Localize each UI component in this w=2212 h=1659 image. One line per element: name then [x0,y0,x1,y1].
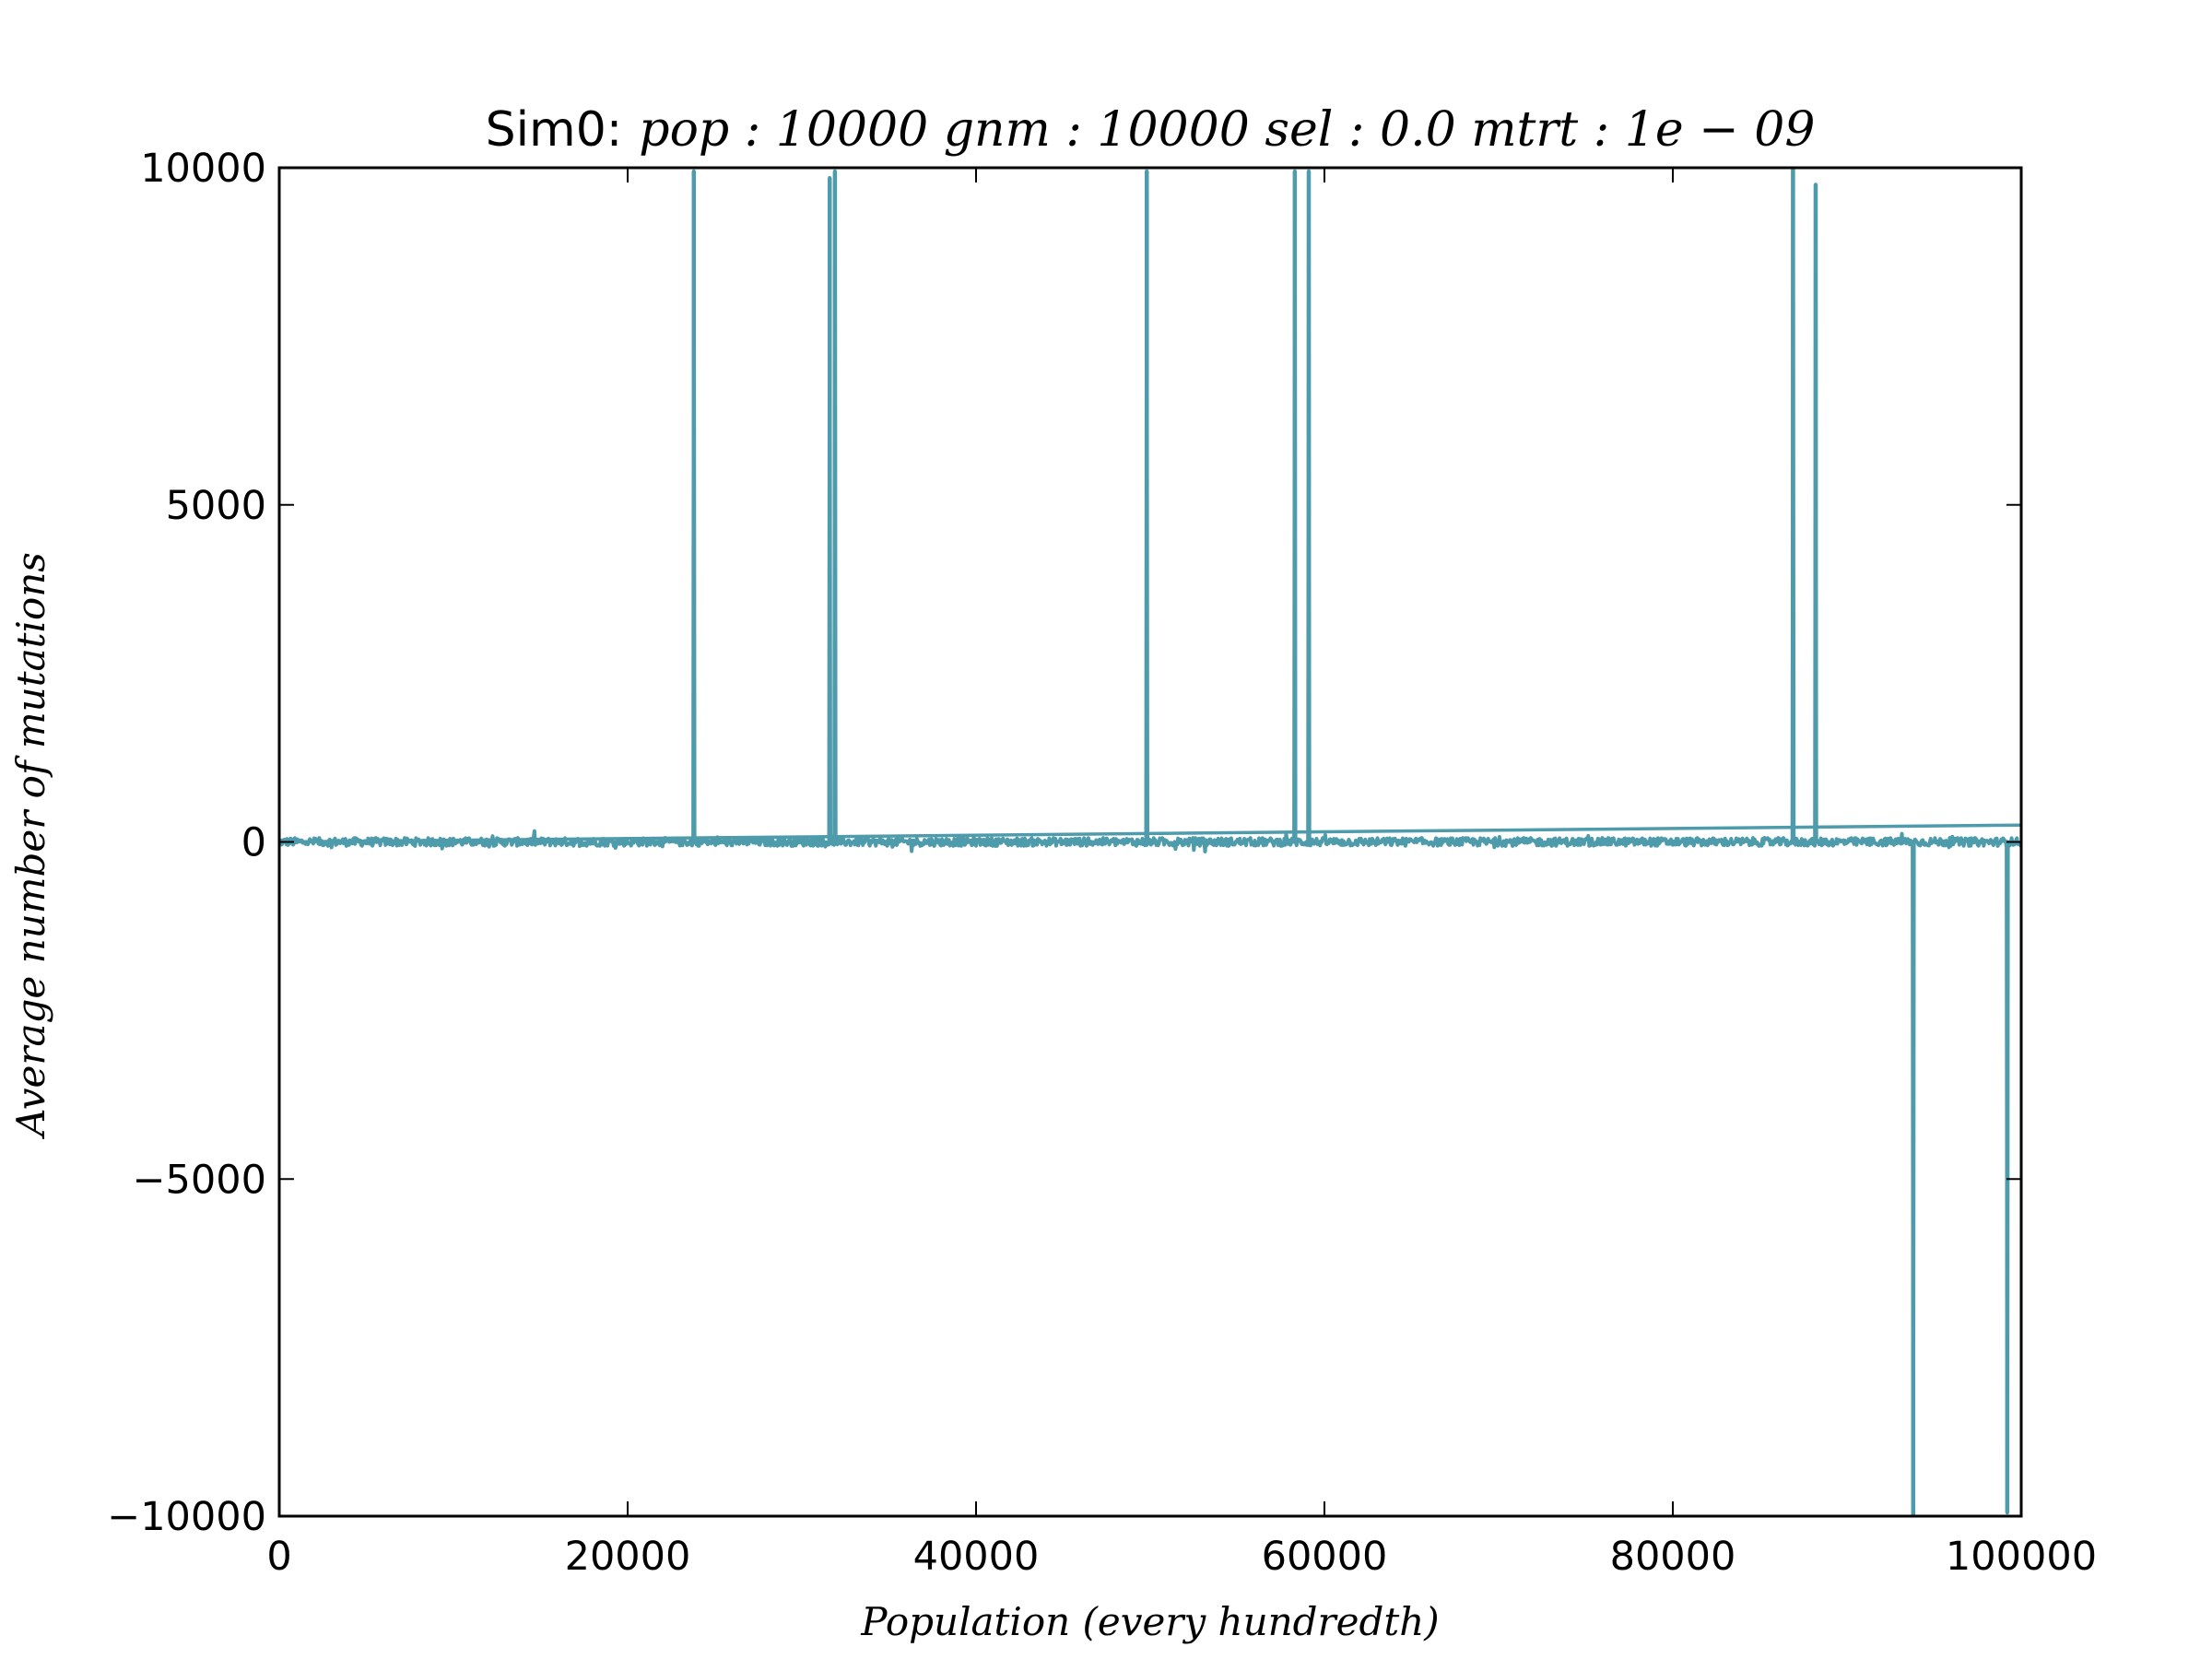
x-tick-label-4: 80000 [1610,1534,1736,1580]
x-tick-label-3: 60000 [1262,1534,1388,1580]
x-tick-label-1: 20000 [565,1534,691,1580]
series-line-0 [279,168,2021,1516]
x-tick-label-2: 40000 [913,1534,1040,1580]
axes-layer: 0 20000 40000 60000 80000 100000 10000 5000 0 −50… [107,146,2097,1580]
chart-title-parameters: pop : 10000 gnm : 10000 sel : 0.0 mtrt :… [639,102,1815,158]
chart-title: Sim0: pop : 10000 gnm : 10000 sel : 0.0 … [486,102,1816,158]
y-tick-label-0: 10000 [140,146,266,192]
chart-title-prefix: Sim0: [486,102,623,158]
y-tick-label-3: −5000 [133,1157,266,1203]
y-tick-label-2: 0 [241,820,266,866]
y-tick-label-1: 5000 [166,483,266,529]
x-tick-label-0: 0 [266,1534,291,1580]
y-axis-label: Average number of mutations [8,552,53,1140]
x-tick-label-5: 100000 [1946,1534,2097,1580]
trend-line-0 [279,823,2021,844]
y-tick-label-4: −10000 [107,1494,266,1540]
x-axis-label: Population (every hundredth) [860,1599,1439,1644]
series-layer [279,168,2021,1516]
